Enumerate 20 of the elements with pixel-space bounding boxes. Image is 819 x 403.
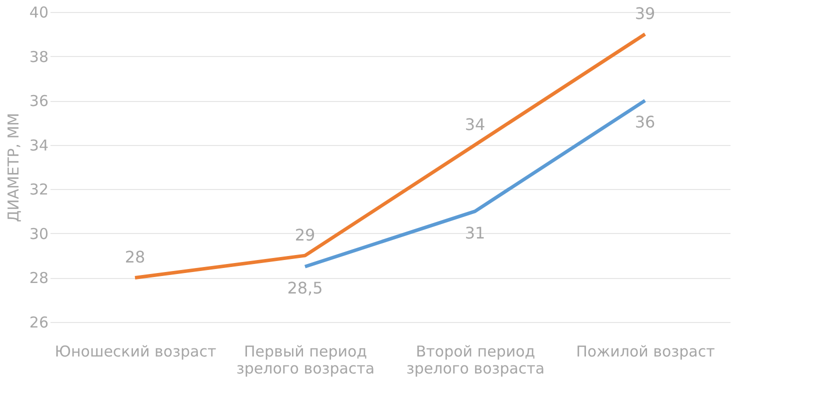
y-tick-label: 30 [29, 224, 48, 243]
x-tick-label: Второй период зрелого возраста [406, 342, 545, 378]
data-label: 29 [294, 226, 316, 245]
x-tick-label: Первый период зрелого возраста [236, 342, 375, 378]
y-tick-label: 38 [29, 48, 48, 66]
y-tick-label: 28 [29, 269, 48, 288]
y-tick-label: 26 [29, 314, 48, 332]
y-axis-title: ДИАМЕТР, ММ [4, 112, 22, 222]
data-label: 28 [124, 248, 146, 267]
x-tick-label: Юношеский возраст [54, 342, 216, 360]
y-tick-label: 34 [29, 136, 48, 154]
data-label: 36 [634, 112, 656, 132]
data-label: 34 [464, 114, 486, 134]
y-tick-label: 40 [29, 4, 48, 22]
y-tick-label: 36 [29, 92, 48, 110]
data-label: 28,5 [287, 278, 323, 298]
data-label: 39 [634, 4, 656, 24]
x-tick-label: Пожилой возраст [576, 342, 716, 360]
data-label: 31 [464, 223, 486, 242]
y-tick-label: 32 [29, 180, 48, 199]
